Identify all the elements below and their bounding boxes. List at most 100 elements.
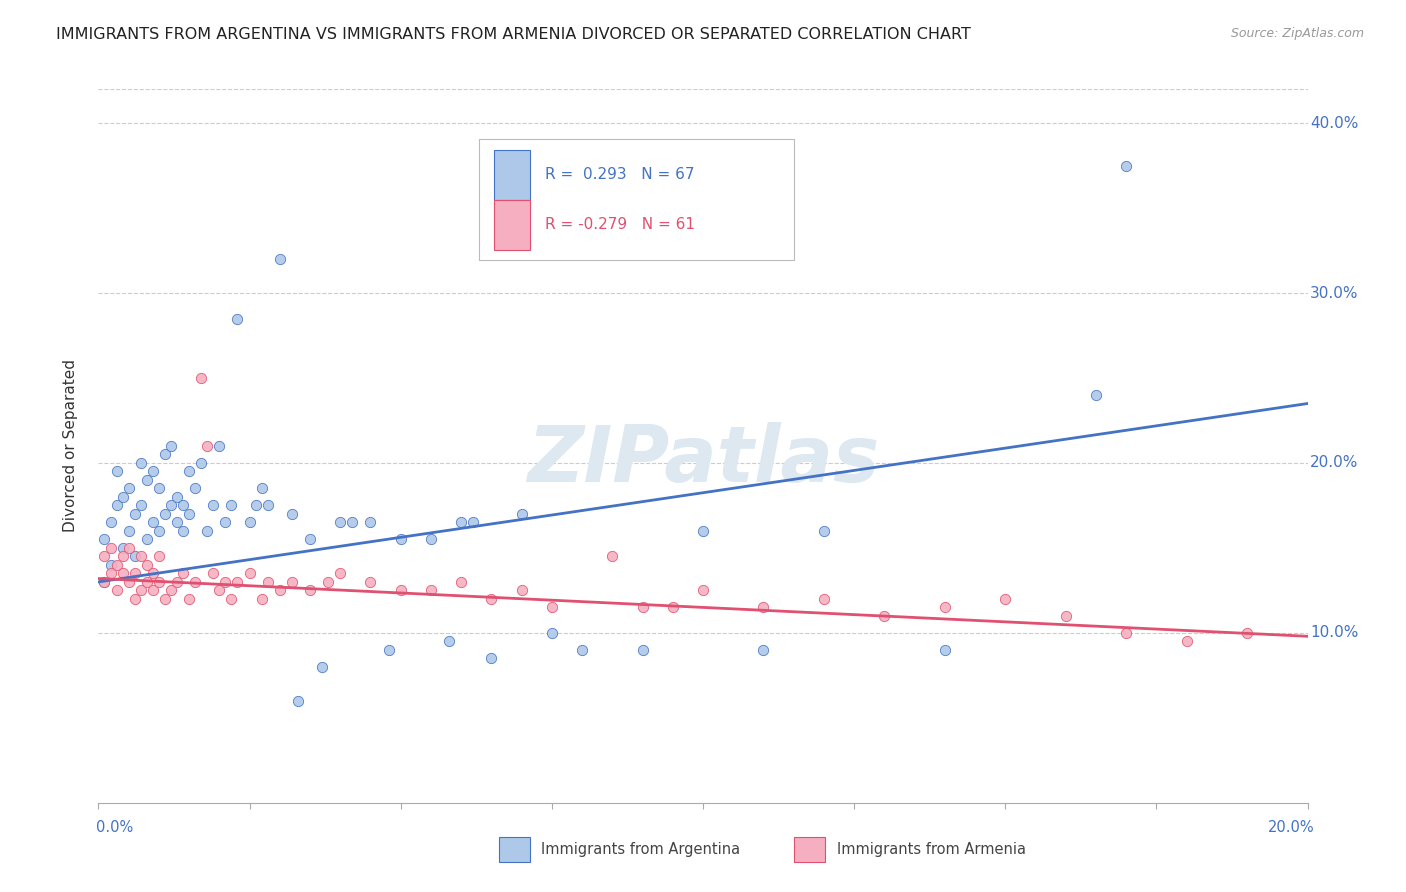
Point	[873, 608, 896, 623]
Point	[93, 574, 115, 589]
Point	[148, 482, 170, 496]
Point	[994, 591, 1017, 606]
Point	[1115, 626, 1137, 640]
Text: IMMIGRANTS FROM ARGENTINA VS IMMIGRANTS FROM ARMENIA DIVORCED OR SEPARATED CORRE: IMMIGRANTS FROM ARGENTINA VS IMMIGRANTS …	[56, 27, 972, 42]
Point	[153, 507, 176, 521]
Text: 0.0%: 0.0%	[96, 821, 132, 835]
Point	[111, 566, 134, 581]
Point	[437, 634, 460, 648]
Point	[269, 583, 291, 598]
Point	[93, 574, 115, 589]
Point	[148, 574, 170, 589]
Point	[813, 591, 835, 606]
Point	[287, 694, 309, 708]
Point	[311, 660, 333, 674]
Point	[752, 600, 775, 615]
Point	[105, 558, 128, 572]
Point	[160, 499, 183, 513]
Point	[540, 600, 562, 615]
Point	[1115, 159, 1137, 173]
Point	[142, 566, 165, 581]
Point	[177, 465, 201, 479]
Point	[118, 524, 141, 538]
Point	[1236, 626, 1258, 640]
Point	[661, 600, 683, 615]
Point	[111, 549, 134, 564]
Point	[111, 490, 134, 504]
Point	[450, 574, 472, 589]
Point	[135, 558, 157, 572]
Point	[419, 533, 441, 547]
Point	[177, 507, 201, 521]
Point	[510, 507, 533, 521]
Point	[172, 524, 194, 538]
Text: 10.0%: 10.0%	[1310, 625, 1358, 640]
Point	[342, 516, 364, 530]
FancyBboxPatch shape	[479, 139, 793, 260]
Point	[124, 549, 146, 564]
Point	[226, 574, 249, 589]
Point	[463, 516, 485, 530]
Point	[1085, 388, 1108, 402]
Point	[752, 643, 775, 657]
Point	[934, 600, 956, 615]
Point	[118, 482, 141, 496]
Point	[208, 439, 231, 453]
Point	[105, 499, 128, 513]
Point	[124, 591, 146, 606]
Point	[692, 524, 714, 538]
Point	[111, 541, 134, 555]
Point	[299, 583, 322, 598]
Point	[226, 311, 249, 326]
Text: 30.0%: 30.0%	[1310, 285, 1358, 301]
Text: 20.0%: 20.0%	[1268, 821, 1315, 835]
Point	[202, 566, 225, 581]
Point	[195, 439, 218, 453]
Point	[148, 549, 170, 564]
Point	[100, 566, 122, 581]
Point	[118, 541, 141, 555]
Point	[510, 583, 533, 598]
Point	[172, 499, 194, 513]
Point	[184, 482, 207, 496]
Point	[129, 499, 152, 513]
Point	[419, 583, 441, 598]
Point	[172, 566, 194, 581]
Point	[250, 591, 273, 606]
Point	[208, 583, 231, 598]
Point	[813, 524, 835, 538]
Y-axis label: Divorced or Separated: Divorced or Separated	[63, 359, 77, 533]
Point	[481, 591, 503, 606]
Point	[389, 583, 412, 598]
Text: R = -0.279   N = 61: R = -0.279 N = 61	[544, 218, 695, 232]
Point	[450, 516, 472, 530]
Point	[166, 490, 188, 504]
Point	[135, 574, 157, 589]
Point	[148, 524, 170, 538]
Point	[221, 591, 243, 606]
Point	[692, 583, 714, 598]
Point	[129, 456, 152, 470]
Point	[360, 574, 382, 589]
Point	[100, 516, 122, 530]
Point	[389, 533, 412, 547]
Text: 20.0%: 20.0%	[1310, 456, 1358, 470]
Point	[239, 516, 262, 530]
Point	[269, 252, 291, 266]
Point	[602, 549, 624, 564]
Point	[124, 566, 146, 581]
Point	[256, 499, 278, 513]
Point	[256, 574, 278, 589]
Point	[245, 499, 267, 513]
Point	[153, 591, 176, 606]
Point	[250, 482, 273, 496]
Point	[214, 516, 236, 530]
Point	[135, 473, 157, 487]
Point	[195, 524, 218, 538]
Point	[105, 583, 128, 598]
Point	[299, 533, 322, 547]
Point	[1175, 634, 1198, 648]
Point	[1054, 608, 1077, 623]
Point	[160, 583, 183, 598]
Point	[190, 371, 212, 385]
